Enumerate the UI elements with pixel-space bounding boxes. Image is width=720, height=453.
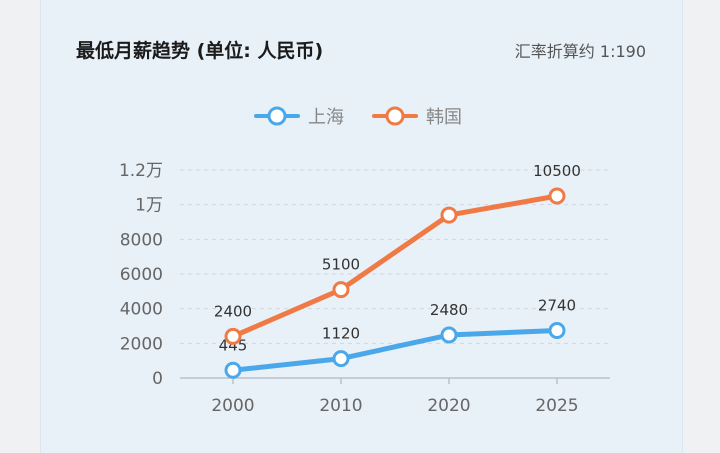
data-point (548, 322, 566, 340)
chart-title: 最低月薪趋势 (单位: 人民币) (76, 40, 324, 62)
data-label: 5100 (322, 256, 360, 274)
data-label: 2400 (214, 302, 252, 320)
data-point (332, 350, 350, 368)
y-tick-label: 8000 (120, 230, 163, 250)
y-tick-label: 6000 (120, 265, 163, 285)
data-label: 1120 (322, 325, 360, 343)
y-tick-label: 2000 (120, 334, 163, 354)
y-tick-label: 4000 (120, 300, 163, 320)
x-tick-label: 2020 (427, 396, 470, 416)
x-tick-label: 2025 (535, 396, 578, 416)
legend-swatch-marker (267, 106, 287, 126)
legend-label: 韩国 (426, 107, 462, 128)
data-point (332, 281, 350, 299)
data-point (224, 361, 242, 379)
y-tick-label: 0 (152, 369, 163, 389)
y-tick-label: 1万 (135, 196, 163, 216)
series-line-korea (230, 193, 560, 339)
data-point (224, 327, 242, 345)
exchange-rate-note: 汇率折算约 1:190 (514, 42, 646, 61)
legend-label: 上海 (308, 107, 344, 128)
data-point (440, 206, 458, 224)
data-label: 10500 (533, 162, 581, 180)
legend-swatch-marker (385, 106, 405, 126)
data-point (548, 187, 566, 205)
x-tick-label: 2010 (319, 396, 362, 416)
data-label: 2480 (430, 301, 468, 319)
y-tick-label: 1.2万 (119, 161, 163, 181)
data-point (440, 326, 458, 344)
x-tick-label: 2000 (211, 396, 254, 416)
data-label: 2740 (538, 297, 576, 315)
series-line-shanghai (230, 328, 560, 373)
